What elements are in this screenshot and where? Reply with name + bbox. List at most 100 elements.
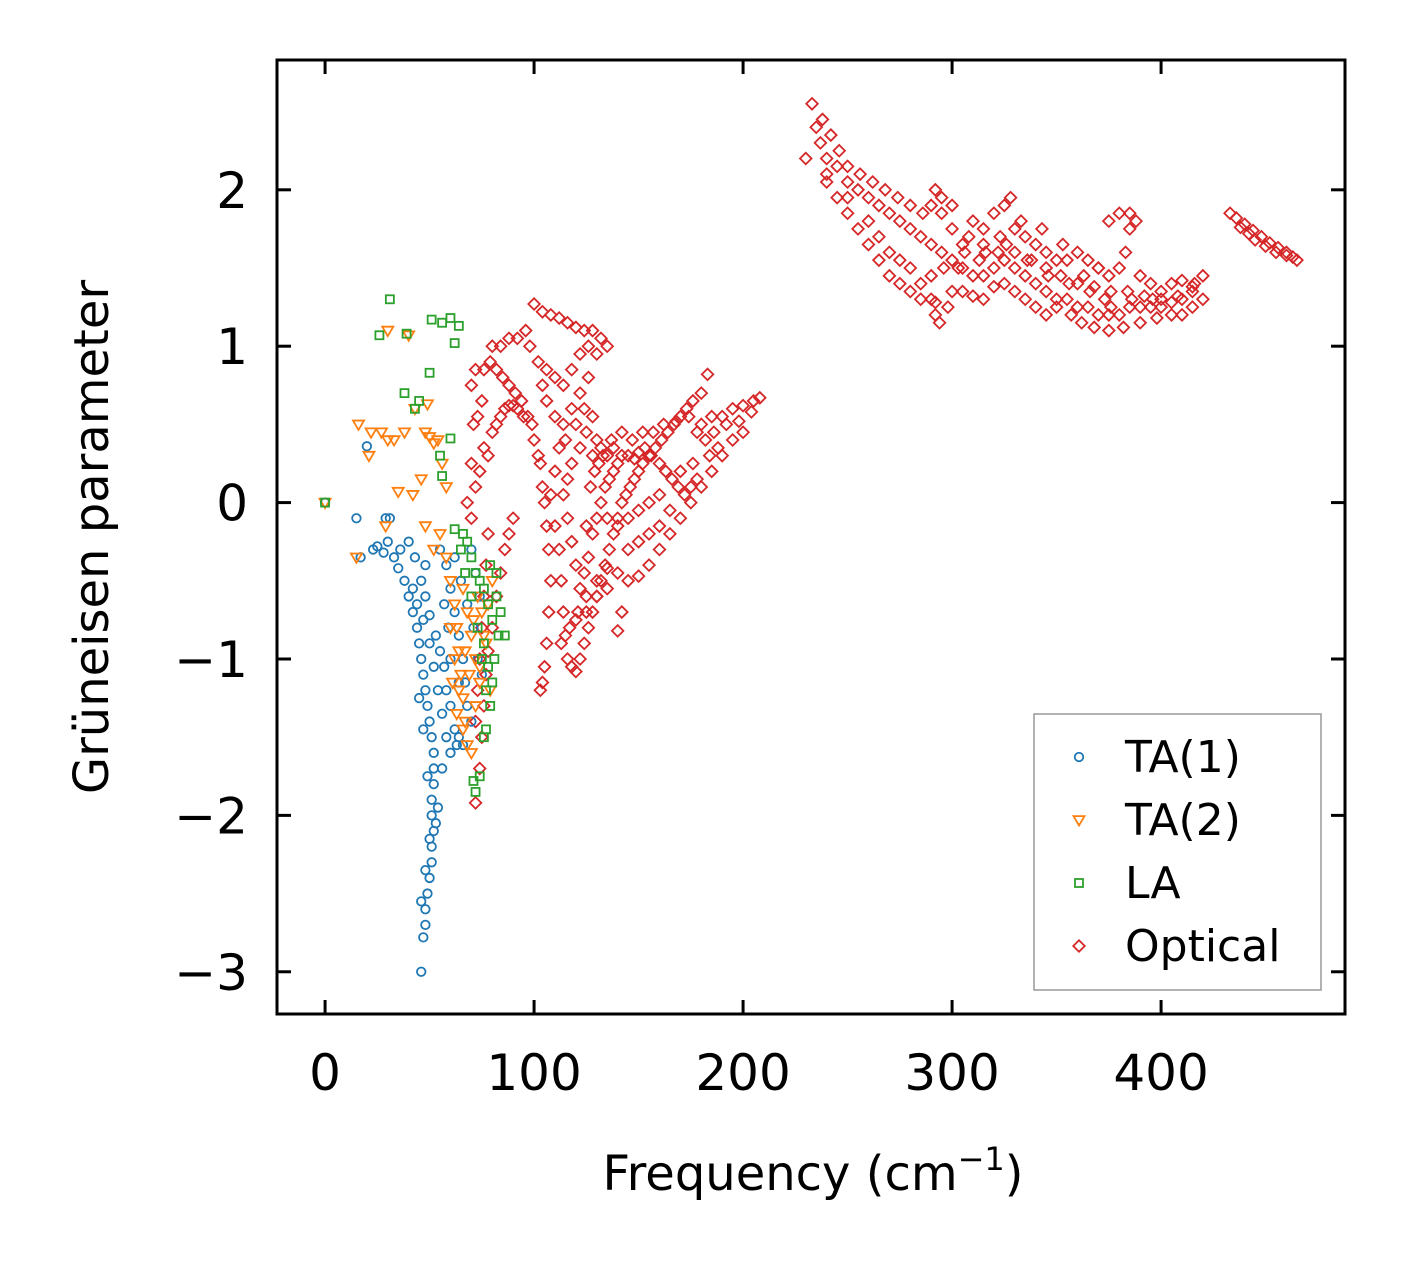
data-point bbox=[547, 519, 562, 534]
y-tick-label: 2 bbox=[216, 162, 248, 220]
data-point bbox=[1122, 221, 1137, 236]
data-point bbox=[361, 441, 373, 452]
series-optical bbox=[460, 96, 1304, 810]
data-point bbox=[378, 521, 393, 534]
data-point bbox=[585, 409, 600, 424]
data-point bbox=[924, 237, 939, 252]
data-point bbox=[453, 320, 464, 331]
data-point bbox=[399, 388, 410, 399]
data-point bbox=[936, 260, 951, 276]
data-point bbox=[407, 583, 419, 594]
legend-item: LA bbox=[1074, 858, 1181, 909]
data-point bbox=[694, 386, 709, 401]
data-point bbox=[476, 654, 487, 664]
data-point bbox=[871, 253, 886, 268]
data-point bbox=[924, 268, 939, 283]
data-point bbox=[460, 568, 471, 578]
data-point bbox=[447, 599, 462, 612]
data-point bbox=[479, 583, 489, 594]
x-axis-label-superscript: −1 bbox=[958, 1140, 1005, 1178]
data-point bbox=[464, 511, 479, 526]
data-point bbox=[351, 419, 366, 432]
data-point bbox=[424, 872, 435, 884]
data-point bbox=[462, 669, 477, 682]
data-point bbox=[610, 511, 625, 526]
data-point bbox=[890, 190, 905, 205]
data-point bbox=[455, 583, 471, 596]
data-point bbox=[564, 534, 579, 549]
data-point bbox=[673, 511, 688, 526]
data-point bbox=[965, 214, 980, 229]
data-point bbox=[589, 346, 604, 362]
data-point bbox=[652, 519, 667, 534]
data-point bbox=[487, 614, 498, 625]
data-point bbox=[524, 417, 540, 432]
x-tick-label: 0 bbox=[309, 1044, 341, 1102]
data-point bbox=[1143, 300, 1158, 315]
data-point bbox=[413, 692, 425, 704]
data-point bbox=[1041, 268, 1056, 283]
data-point bbox=[1223, 206, 1238, 221]
data-point bbox=[840, 174, 855, 190]
data-point bbox=[1154, 284, 1169, 299]
data-point bbox=[426, 314, 437, 325]
data-point bbox=[1164, 307, 1179, 322]
data-point bbox=[443, 576, 458, 589]
data-point bbox=[955, 284, 970, 299]
data-point bbox=[600, 581, 615, 596]
data-point bbox=[631, 534, 646, 549]
data-point bbox=[1128, 214, 1144, 229]
data-point bbox=[476, 362, 491, 377]
data-point bbox=[704, 409, 719, 424]
data-point bbox=[934, 245, 949, 260]
data-point bbox=[1082, 284, 1098, 299]
data-point bbox=[489, 654, 500, 664]
data-point bbox=[479, 732, 489, 743]
data-point bbox=[531, 354, 546, 369]
data-point bbox=[585, 448, 600, 463]
data-point bbox=[468, 479, 483, 494]
data-point bbox=[455, 693, 471, 706]
data-point bbox=[443, 622, 458, 635]
data-point bbox=[552, 440, 567, 455]
legend-item: TA(2) bbox=[1071, 795, 1241, 846]
data-point bbox=[1241, 226, 1256, 241]
data-point bbox=[420, 399, 435, 412]
data-point bbox=[677, 487, 692, 502]
data-point bbox=[669, 414, 684, 429]
data-point bbox=[662, 503, 677, 518]
data-point bbox=[642, 526, 657, 541]
data-point bbox=[416, 575, 427, 586]
data-point bbox=[934, 190, 949, 205]
data-point bbox=[892, 276, 907, 291]
data-point bbox=[458, 646, 473, 659]
data-point bbox=[1112, 307, 1127, 322]
x-axis-label-base: Frequency (cm bbox=[602, 1146, 957, 1202]
data-point bbox=[441, 560, 452, 571]
data-point bbox=[736, 398, 751, 413]
data-point bbox=[1143, 276, 1158, 291]
data-point bbox=[432, 529, 448, 542]
data-point bbox=[1137, 289, 1152, 304]
data-point bbox=[832, 143, 847, 158]
data-point bbox=[428, 778, 439, 790]
data-point bbox=[861, 237, 876, 252]
data-point bbox=[913, 229, 928, 244]
data-point bbox=[391, 486, 406, 499]
data-point bbox=[1062, 276, 1077, 291]
data-point bbox=[951, 260, 966, 276]
data-point bbox=[602, 542, 617, 557]
data-point bbox=[472, 464, 487, 479]
x-axis-label-end: ) bbox=[1005, 1146, 1024, 1202]
data-point bbox=[535, 304, 550, 319]
data-point bbox=[596, 448, 611, 463]
data-point bbox=[564, 362, 579, 377]
data-point bbox=[1112, 206, 1127, 221]
data-point bbox=[508, 386, 523, 401]
data-point bbox=[903, 221, 918, 236]
data-point bbox=[604, 433, 619, 448]
data-point bbox=[1080, 300, 1095, 315]
data-point bbox=[823, 128, 838, 143]
data-point bbox=[621, 542, 636, 557]
data-point bbox=[704, 464, 719, 479]
